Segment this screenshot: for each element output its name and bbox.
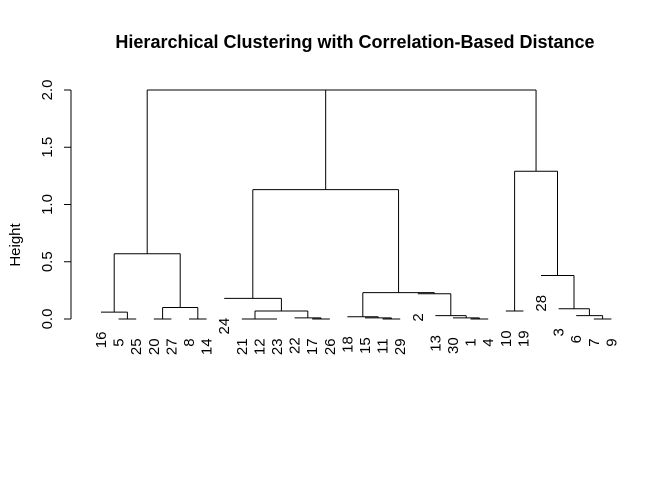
- leaf-label: 19: [515, 330, 532, 347]
- leaf-label: 8: [181, 338, 198, 346]
- dendrogram-tree: [101, 89, 612, 320]
- leaf-label: 10: [498, 330, 515, 347]
- y-tick-label: 1.5: [39, 137, 56, 158]
- leaf-label: 14: [199, 338, 216, 355]
- leaf-label: 28: [533, 295, 550, 312]
- leaf-label: 9: [603, 338, 620, 346]
- leaf-label: 21: [234, 338, 251, 355]
- leaf-label: 16: [93, 332, 110, 349]
- y-tick-label: 0.0: [39, 309, 56, 330]
- leaf-label: 27: [163, 338, 180, 355]
- chart-title: Hierarchical Clustering with Correlation…: [115, 32, 594, 52]
- leaf-label: 26: [322, 338, 339, 355]
- y-axis-label: Height: [7, 222, 24, 266]
- leaf-label: 11: [375, 338, 392, 354]
- leaf-label: 1: [463, 338, 480, 346]
- leaf-label: 6: [568, 335, 585, 343]
- leaf-label: 3: [551, 328, 568, 336]
- leaf-label: 5: [111, 338, 128, 346]
- leaf-label: 15: [357, 337, 374, 354]
- leaf-label: 2: [410, 313, 427, 321]
- y-tick-label: 2.0: [39, 80, 56, 101]
- leaf-label: 25: [128, 338, 145, 355]
- leaf-label: 30: [445, 337, 462, 354]
- leaf-label: 29: [392, 338, 409, 355]
- leaf-label: 12: [251, 338, 268, 355]
- y-tick-label: 1.0: [39, 194, 56, 215]
- leaf-label: 23: [269, 338, 286, 355]
- leaf-label: 4: [480, 338, 497, 346]
- y-axis: 0.0 0.5 1.0 1.5 2.0: [39, 80, 72, 330]
- leaf-label: 20: [146, 338, 163, 355]
- leaf-label: 24: [216, 318, 233, 335]
- leaf-label: 7: [586, 338, 603, 346]
- leaf-label: 17: [304, 338, 321, 355]
- leaf-label: 22: [287, 337, 304, 354]
- leaf-label: 13: [427, 335, 444, 352]
- leaf-label: 18: [339, 336, 356, 353]
- y-tick-label: 0.5: [39, 251, 56, 272]
